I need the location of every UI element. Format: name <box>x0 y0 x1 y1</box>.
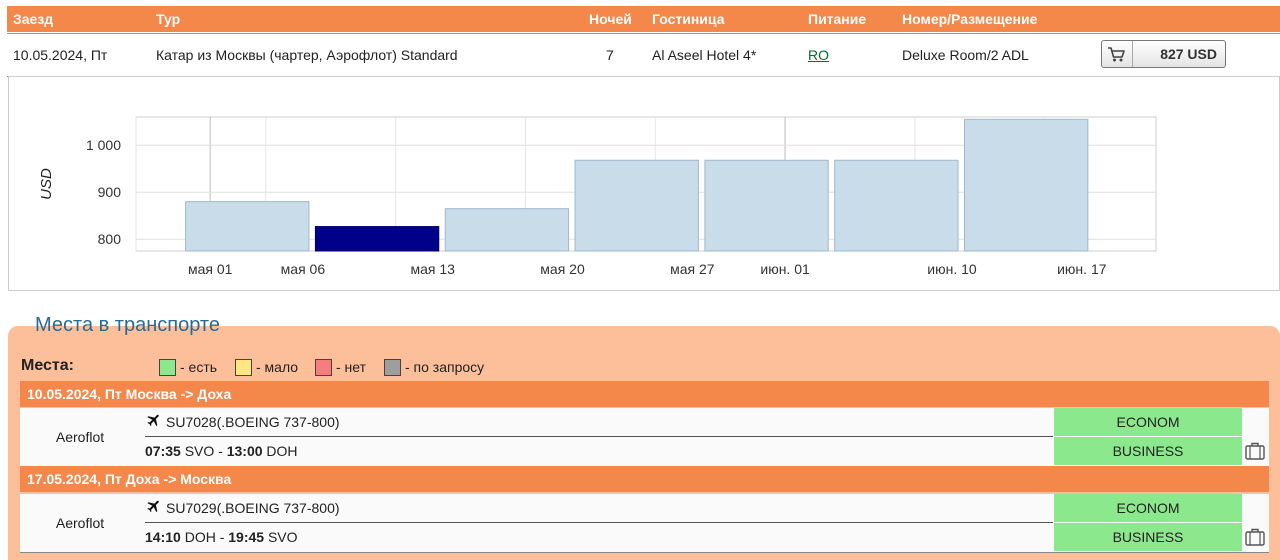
legend-none-label: - нет <box>336 359 367 375</box>
x-tick-label: мая 01 <box>188 261 233 277</box>
x-tick-label: мая 27 <box>670 261 715 277</box>
header-hotel[interactable]: Гостиница <box>652 11 725 27</box>
legend-request-label: - по запросу <box>405 359 485 375</box>
checkin-date: 10.05.2024, Пт <box>13 47 108 63</box>
flight-times-row: 07:35 SVO - 13:00 DOH <box>145 437 1053 465</box>
class-econom[interactable]: ECONOM <box>1054 408 1242 436</box>
flight-number: SU7028(.BOEING 737-800) <box>166 414 340 430</box>
price-bar[interactable] <box>574 159 699 252</box>
price-bar[interactable] <box>444 208 570 252</box>
price-label: 827 USD <box>1160 46 1217 62</box>
x-tick-label: мая 13 <box>410 261 455 277</box>
arrival-airport: SVO <box>264 529 298 545</box>
price-bar[interactable] <box>834 159 959 252</box>
y-tick-label: 1 000 <box>86 137 121 153</box>
arrival-time: 13:00 <box>226 443 263 459</box>
meal-link[interactable]: RO <box>808 47 829 63</box>
departure-time: 07:35 <box>145 443 181 459</box>
tour-row[interactable]: 10.05.2024, Пт Катар из Москвы (чартер, … <box>7 33 1280 77</box>
flight-times-row: 14:10 DOH - 19:45 SVO <box>145 523 1053 551</box>
departure-time: 14:10 <box>145 529 181 545</box>
flight-block-return: Aeroflot SU7029(.BOEING 737-800) 14:10 D… <box>20 494 1269 553</box>
plane-icon <box>145 495 163 523</box>
selected-price-bar[interactable] <box>314 226 440 252</box>
legend-available-label: - есть <box>180 359 218 375</box>
transport-title: Места в транспорте <box>35 314 220 336</box>
header-room[interactable]: Номер/Размещение <box>902 11 1038 27</box>
flight-number-row: SU7029(.BOEING 737-800) <box>145 494 1053 523</box>
airline-name: Aeroflot <box>55 515 105 531</box>
luggage-icon[interactable] <box>1245 528 1265 546</box>
price-bar[interactable] <box>185 201 310 252</box>
class-business[interactable]: BUSINESS <box>1054 523 1242 551</box>
y-tick-label: 800 <box>98 231 122 247</box>
header-meal[interactable]: Питание <box>808 11 867 27</box>
price-bar[interactable] <box>704 159 829 252</box>
legend-request-swatch <box>384 359 401 376</box>
route-header-return: 17.05.2024, Пт Доха -> Москва <box>20 466 1269 492</box>
flight-number: SU7029(.BOEING 737-800) <box>166 500 340 516</box>
buy-button[interactable]: 827 USD <box>1101 40 1226 68</box>
departure-airport: DOH - <box>180 529 229 545</box>
header-tour[interactable]: Тур <box>156 11 181 27</box>
legend-none-swatch <box>315 359 332 376</box>
tour-table-header: Заезд Тур Ночей Гостиница Питание Номер/… <box>7 6 1280 32</box>
legend-few-swatch <box>235 359 252 376</box>
class-business[interactable]: BUSINESS <box>1054 437 1242 465</box>
legend-available-swatch <box>159 359 176 376</box>
hotel-name: Al Aseel Hotel 4* <box>652 47 757 63</box>
price-chart: 800 900 1 000 мая 01 мая 06 мая 13 мая 20 мая 2… <box>8 76 1280 291</box>
y-axis-label: USD <box>38 168 55 200</box>
luggage-icon[interactable] <box>1245 442 1265 460</box>
plane-icon <box>145 409 163 437</box>
x-tick-label: июн. 01 <box>760 261 810 277</box>
x-tick-label: мая 20 <box>540 261 585 277</box>
places-label: Места: <box>21 357 74 374</box>
arrival-time: 19:45 <box>228 529 265 545</box>
x-tick-label: мая 06 <box>281 261 326 277</box>
price-chart-svg: 800 900 1 000 мая 01 мая 06 мая 13 мая 20 мая 2… <box>38 116 1157 277</box>
legend-few-label: - мало <box>256 359 299 375</box>
flight-number-row: SU7028(.BOEING 737-800) <box>145 408 1053 437</box>
departure-airport: SVO - <box>180 443 227 459</box>
airline-name: Aeroflot <box>55 429 105 445</box>
flight-block-outbound: Aeroflot SU7028(.BOEING 737-800) 07:35 S… <box>20 408 1269 467</box>
route-header-outbound: 10.05.2024, Пт Москва -> Доха <box>20 381 1269 407</box>
class-econom[interactable]: ECONOM <box>1054 494 1242 522</box>
nights-count: 7 <box>606 47 614 63</box>
header-nights[interactable]: Ночей <box>589 11 632 27</box>
price-bar[interactable] <box>964 118 1089 252</box>
cart-icon <box>1102 41 1133 67</box>
tour-name: Катар из Москвы (чартер, Аэрофлот) Stand… <box>156 47 458 63</box>
x-tick-label: июн. 17 <box>1057 261 1107 277</box>
header-checkin[interactable]: Заезд <box>13 11 54 27</box>
y-tick-label: 900 <box>98 184 122 200</box>
room-type: Deluxe Room/2 ADL <box>902 47 1029 63</box>
arrival-airport: DOH <box>262 443 298 459</box>
x-tick-label: июн. 10 <box>927 261 977 277</box>
